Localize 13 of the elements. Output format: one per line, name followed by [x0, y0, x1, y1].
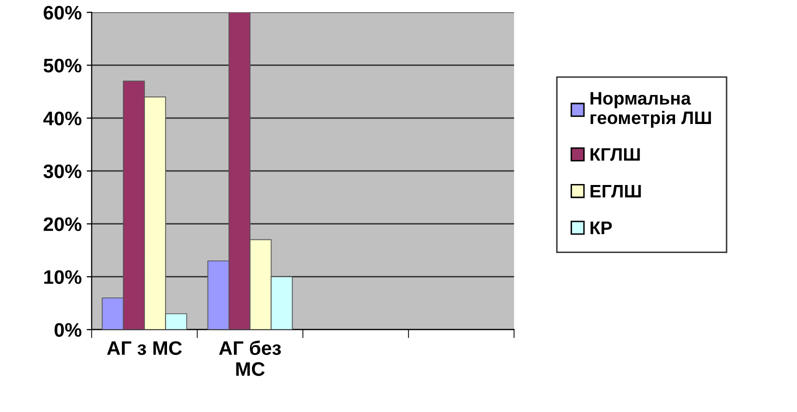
y-tick-label: 10% [44, 270, 82, 284]
legend-label: Нормальна геометрія ЛШ [590, 92, 711, 128]
y-tick-label: 50% [44, 58, 82, 72]
y-tick-label: 0% [54, 323, 82, 337]
x-tick-label: АГ без МС [219, 340, 281, 376]
legend-label: ЕГЛШ [590, 184, 641, 198]
y-tick-label: 20% [44, 217, 82, 232]
y-tick-label: 40% [43, 112, 82, 126]
y-tick-label: 30% [43, 164, 82, 178]
x-tick-label: АГ з МС [107, 341, 182, 355]
y-tick-label: 60% [44, 6, 82, 20]
legend-label: КГЛШ [590, 148, 640, 161]
legend-label: КР [590, 222, 612, 234]
